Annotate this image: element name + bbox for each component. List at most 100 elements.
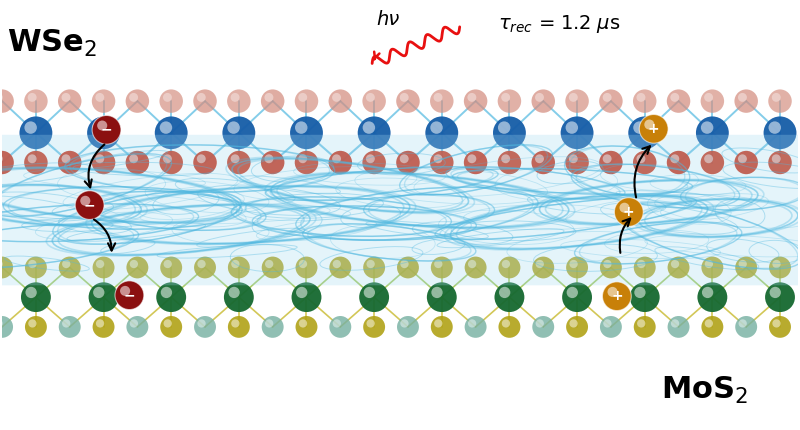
Circle shape	[332, 154, 341, 163]
Circle shape	[197, 93, 206, 102]
Circle shape	[633, 89, 657, 113]
Circle shape	[265, 93, 274, 102]
Circle shape	[0, 151, 14, 174]
Circle shape	[704, 93, 713, 102]
Circle shape	[628, 117, 661, 149]
Circle shape	[93, 257, 114, 278]
Circle shape	[330, 316, 351, 338]
Circle shape	[599, 151, 622, 174]
Circle shape	[734, 151, 758, 174]
Circle shape	[634, 287, 646, 298]
Circle shape	[28, 260, 37, 268]
Circle shape	[194, 316, 216, 338]
Circle shape	[295, 316, 318, 338]
Circle shape	[130, 260, 138, 268]
Circle shape	[532, 316, 554, 338]
Circle shape	[93, 316, 114, 338]
Circle shape	[92, 89, 115, 113]
Circle shape	[434, 93, 442, 102]
Circle shape	[633, 151, 657, 174]
Circle shape	[25, 316, 47, 338]
Circle shape	[735, 257, 757, 278]
Circle shape	[362, 89, 386, 113]
Circle shape	[26, 287, 37, 298]
Circle shape	[93, 257, 114, 278]
Circle shape	[261, 89, 285, 113]
Circle shape	[434, 319, 442, 328]
Circle shape	[535, 93, 544, 102]
Circle shape	[366, 319, 374, 328]
Text: +: +	[611, 289, 622, 303]
Circle shape	[667, 257, 690, 278]
Circle shape	[92, 151, 115, 174]
Circle shape	[667, 89, 690, 113]
Circle shape	[535, 260, 544, 268]
Circle shape	[126, 151, 149, 174]
Circle shape	[566, 257, 588, 278]
Circle shape	[396, 151, 420, 174]
Circle shape	[159, 151, 183, 174]
Circle shape	[92, 121, 105, 134]
Circle shape	[58, 89, 82, 113]
Circle shape	[498, 121, 510, 134]
Circle shape	[159, 89, 183, 113]
Circle shape	[262, 257, 284, 278]
Circle shape	[160, 316, 182, 338]
Circle shape	[58, 89, 82, 113]
Circle shape	[566, 151, 589, 174]
Circle shape	[431, 316, 453, 338]
Circle shape	[115, 281, 144, 310]
Circle shape	[159, 151, 183, 174]
Circle shape	[330, 257, 351, 278]
Circle shape	[701, 151, 724, 174]
Circle shape	[502, 93, 510, 102]
Circle shape	[358, 117, 390, 149]
Circle shape	[80, 196, 90, 206]
Circle shape	[364, 287, 375, 298]
Circle shape	[92, 151, 115, 174]
Circle shape	[633, 151, 657, 174]
Circle shape	[224, 283, 254, 312]
Circle shape	[639, 114, 668, 143]
Circle shape	[230, 93, 239, 102]
Circle shape	[738, 154, 747, 163]
Circle shape	[163, 154, 172, 163]
Circle shape	[24, 151, 48, 174]
Circle shape	[734, 89, 758, 113]
Circle shape	[765, 283, 795, 312]
Circle shape	[772, 154, 781, 163]
Circle shape	[222, 117, 255, 149]
Circle shape	[291, 283, 322, 312]
Circle shape	[28, 154, 37, 163]
Circle shape	[430, 151, 454, 174]
Circle shape	[87, 117, 120, 149]
Circle shape	[129, 93, 138, 102]
Circle shape	[0, 257, 13, 278]
Circle shape	[194, 257, 216, 278]
Circle shape	[498, 257, 520, 278]
Circle shape	[366, 260, 374, 268]
Circle shape	[362, 151, 386, 174]
Circle shape	[0, 257, 13, 278]
Circle shape	[330, 316, 351, 338]
Circle shape	[400, 260, 409, 268]
Circle shape	[498, 316, 520, 338]
Circle shape	[130, 319, 138, 328]
Circle shape	[600, 316, 622, 338]
Circle shape	[633, 89, 657, 113]
Circle shape	[531, 151, 555, 174]
Circle shape	[735, 316, 757, 338]
Circle shape	[397, 316, 419, 338]
Circle shape	[261, 89, 285, 113]
Circle shape	[231, 260, 239, 268]
Circle shape	[397, 257, 419, 278]
Circle shape	[426, 117, 458, 149]
Circle shape	[295, 257, 318, 278]
Circle shape	[25, 257, 47, 278]
Circle shape	[19, 117, 52, 149]
Circle shape	[194, 316, 216, 338]
Circle shape	[0, 319, 2, 328]
Circle shape	[607, 287, 618, 297]
Circle shape	[194, 151, 217, 174]
Circle shape	[426, 117, 458, 149]
